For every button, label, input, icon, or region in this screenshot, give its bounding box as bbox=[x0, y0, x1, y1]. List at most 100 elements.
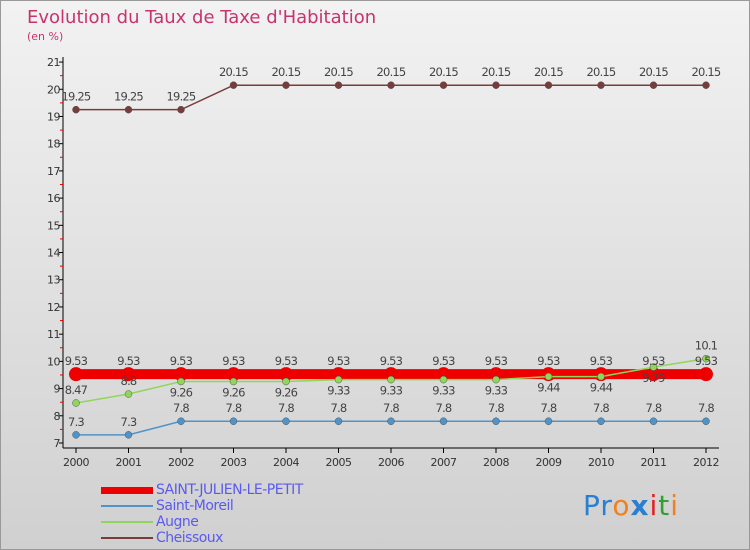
data-point bbox=[436, 367, 451, 382]
data-label: 20.15 bbox=[272, 65, 301, 79]
legend: SAINT-JULIEN-LE-PETIT Saint-Moreil Augne Ch… bbox=[101, 482, 303, 546]
logo-letter: P bbox=[583, 489, 601, 522]
data-label: 9.53 bbox=[485, 354, 508, 368]
x-tick-label: 2003 bbox=[221, 456, 247, 469]
data-point bbox=[177, 105, 185, 114]
data-point bbox=[279, 367, 293, 382]
legend-swatch bbox=[101, 505, 153, 507]
x-tick-label: 2006 bbox=[378, 456, 404, 469]
logo-letter: r bbox=[600, 489, 613, 522]
y-tick-label: 21 bbox=[47, 56, 60, 69]
x-tick-label: 2004 bbox=[273, 456, 299, 469]
data-label: 7.8 bbox=[541, 401, 557, 415]
data-label: 20.15 bbox=[639, 65, 668, 79]
y-tick-label: 10 bbox=[47, 355, 60, 368]
legend-swatch bbox=[101, 537, 153, 539]
data-label: 20.15 bbox=[534, 65, 563, 79]
data-label: 7.8 bbox=[173, 401, 189, 415]
data-label: 9.33 bbox=[380, 384, 403, 398]
data-label: 9.53 bbox=[695, 354, 718, 368]
data-point bbox=[72, 105, 80, 114]
data-label: 8.47 bbox=[65, 383, 88, 397]
data-label: 9.79 bbox=[642, 371, 665, 385]
data-label: 9.26 bbox=[275, 386, 298, 400]
data-label: 9.53 bbox=[432, 354, 455, 368]
data-point bbox=[387, 417, 395, 425]
legend-item: Cheissoux bbox=[101, 530, 303, 546]
logo-letter: x bbox=[630, 489, 650, 522]
data-label: 7.8 bbox=[698, 401, 714, 415]
data-point bbox=[226, 367, 241, 382]
logo-letter: i bbox=[649, 489, 659, 522]
data-point bbox=[492, 375, 500, 384]
data-label: 9.44 bbox=[537, 381, 560, 395]
data-point bbox=[124, 105, 133, 114]
data-label: 10.1 bbox=[695, 339, 718, 353]
legend-item: Saint-Moreil bbox=[101, 498, 303, 514]
data-label: 8.8 bbox=[121, 374, 137, 388]
x-tick-label: 2010 bbox=[588, 456, 614, 469]
data-point bbox=[229, 417, 238, 425]
data-label: 9.44 bbox=[590, 381, 613, 395]
legend-item: SAINT-JULIEN-LE-PETIT bbox=[101, 482, 303, 498]
data-label: 9.53 bbox=[537, 354, 560, 368]
data-label: 19.25 bbox=[62, 90, 91, 104]
legend-swatch bbox=[101, 486, 153, 494]
data-label: 7.8 bbox=[488, 401, 504, 415]
data-label: 7.3 bbox=[68, 415, 84, 429]
data-point bbox=[282, 81, 290, 89]
data-point bbox=[492, 417, 500, 425]
data-point bbox=[702, 81, 710, 89]
data-point bbox=[177, 377, 185, 386]
data-point bbox=[72, 399, 80, 407]
data-point bbox=[282, 377, 290, 386]
y-tick-label: 9 bbox=[54, 383, 61, 396]
y-tick-label: 20 bbox=[47, 83, 60, 96]
x-tick-label: 2009 bbox=[536, 456, 562, 469]
data-label: 19.25 bbox=[167, 90, 196, 104]
data-point bbox=[597, 372, 605, 381]
data-label: 19.25 bbox=[114, 90, 143, 104]
data-point bbox=[229, 81, 238, 89]
data-point bbox=[649, 81, 658, 89]
data-point bbox=[699, 367, 713, 382]
data-label: 9.53 bbox=[222, 354, 245, 368]
data-point bbox=[384, 367, 398, 382]
data-label: 20.15 bbox=[692, 65, 721, 79]
legend-label: Saint-Moreil bbox=[156, 498, 234, 514]
x-tick-label: 2005 bbox=[326, 456, 352, 469]
y-tick-label: 11 bbox=[47, 328, 60, 341]
data-point bbox=[597, 417, 605, 425]
y-tick-label: 17 bbox=[47, 165, 60, 178]
data-label: 9.26 bbox=[170, 386, 193, 400]
data-point bbox=[69, 367, 83, 382]
data-label: 7.8 bbox=[278, 401, 294, 415]
data-point bbox=[649, 363, 658, 371]
data-point bbox=[387, 375, 395, 384]
data-label: 9.53 bbox=[327, 354, 350, 368]
data-point bbox=[334, 417, 343, 425]
data-point bbox=[492, 81, 500, 89]
chart-title: Evolution du Taux de Taxe d'Habitation bbox=[27, 7, 377, 28]
data-label: 9.53 bbox=[275, 354, 298, 368]
data-label: 20.15 bbox=[429, 65, 458, 79]
data-point bbox=[646, 367, 661, 382]
logo-letter: t bbox=[658, 489, 671, 522]
data-point bbox=[702, 417, 710, 425]
data-point bbox=[282, 417, 290, 425]
data-label: 9.53 bbox=[380, 354, 403, 368]
x-tick-label: 2008 bbox=[483, 456, 509, 469]
data-point bbox=[334, 375, 343, 384]
data-point bbox=[544, 417, 553, 425]
data-label: 9.26 bbox=[222, 386, 245, 400]
x-tick-label: 2011 bbox=[641, 456, 667, 469]
y-tick-label: 19 bbox=[47, 110, 60, 123]
data-point bbox=[544, 81, 553, 89]
data-point bbox=[597, 81, 605, 89]
data-point bbox=[124, 431, 133, 439]
y-tick-label: 18 bbox=[47, 138, 60, 151]
proxiti-logo: Proxiti bbox=[583, 489, 679, 522]
data-label: 9.53 bbox=[590, 354, 613, 368]
data-point bbox=[544, 372, 553, 381]
data-label: 7.8 bbox=[436, 401, 452, 415]
